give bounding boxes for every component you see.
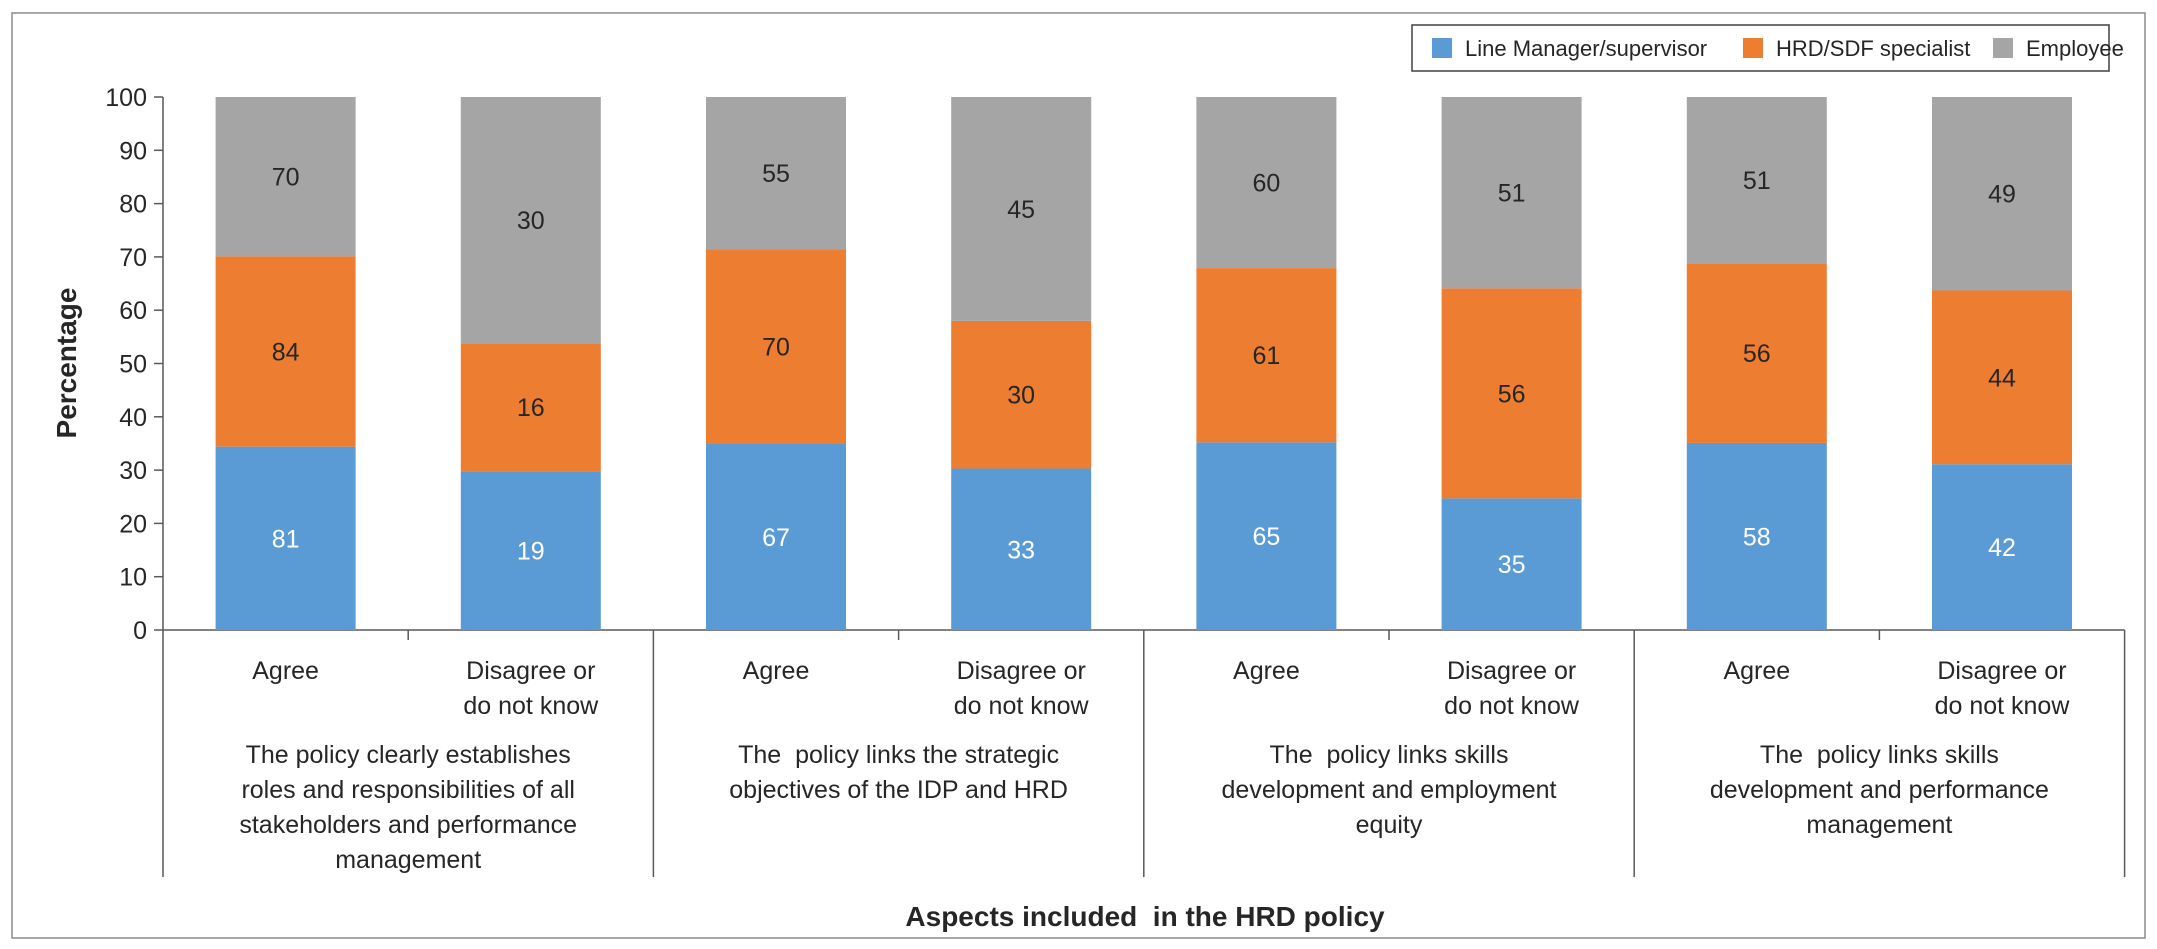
y-tick-label: 40 xyxy=(119,404,147,432)
legend: Line Manager/supervisor HRD/SDF specialis… xyxy=(1411,24,2124,72)
x-group-label: The policy links the strategic xyxy=(738,741,1059,769)
bar-value-label: 61 xyxy=(1252,342,1280,370)
x-group-label: objectives of the IDP and HRD xyxy=(729,776,1068,804)
x-group-label: The policy clearly establishes xyxy=(246,741,571,769)
bar-segment xyxy=(1196,268,1337,443)
x-group-label: roles and responsibilities of all xyxy=(241,776,575,804)
x-category-label: do not know xyxy=(954,692,1090,720)
bar-value-label: 35 xyxy=(1498,551,1526,579)
x-group-label: stakeholders and performance xyxy=(239,811,577,839)
bar-segment xyxy=(215,256,356,447)
y-tick-label: 10 xyxy=(119,564,147,592)
legend-swatch xyxy=(1432,38,1452,58)
data-labels: 81 84 70 19 16 30 67 70 55 33 30 45 65 61 60 35 56 51 58 56… xyxy=(272,160,2016,579)
bar-segment xyxy=(1932,290,2072,465)
bar-segment xyxy=(1196,442,1337,630)
bar-value-label: 33 xyxy=(1007,536,1035,564)
bar-value-label: 49 xyxy=(1988,181,2016,209)
bar-value-label: 67 xyxy=(762,524,790,552)
bar-value-label: 56 xyxy=(1498,380,1526,408)
x-category-label: Agree xyxy=(1233,657,1300,685)
bar-value-label: 60 xyxy=(1252,170,1280,198)
bar-segment xyxy=(1441,288,1582,499)
bar-segment xyxy=(951,468,1092,630)
bar-segment xyxy=(1441,97,1582,289)
bar-value-label: 30 xyxy=(517,207,545,235)
bar-segment xyxy=(460,97,601,344)
bar-value-label: 30 xyxy=(1007,382,1035,410)
x-category-label: do not know xyxy=(463,692,599,720)
bar-value-label: 45 xyxy=(1007,196,1035,224)
x-category-labels: Agree Disagree or do not know Agree Disagree… xyxy=(239,657,2070,874)
bar-segment xyxy=(706,443,846,630)
legend-swatch xyxy=(1993,38,2013,58)
x-group-label: The policy links skills xyxy=(1270,741,1509,769)
bar-value-label: 56 xyxy=(1743,340,1771,368)
y-tick-label: 90 xyxy=(119,137,147,165)
bars xyxy=(215,97,2072,630)
x-category-label: Agree xyxy=(1723,657,1790,685)
x-group-label: management xyxy=(335,846,481,874)
y-axis-title: Percentage xyxy=(51,288,82,439)
bar-segment xyxy=(1686,442,1827,630)
bar-value-label: 19 xyxy=(517,538,545,566)
bar-value-label: 51 xyxy=(1743,167,1771,195)
y-tick-label: 100 xyxy=(105,84,147,112)
x-category-label: Agree xyxy=(252,657,319,685)
legend-label: Employee xyxy=(2026,36,2124,61)
bar-segment xyxy=(951,97,1092,321)
bar-segment xyxy=(1441,498,1582,630)
x-category-label: Disagree or xyxy=(466,657,595,685)
y-tick-label: 60 xyxy=(119,297,147,325)
bar-segment xyxy=(460,343,601,472)
bar-segment xyxy=(1932,97,2072,291)
x-group-label: equity xyxy=(1356,811,1423,839)
bar-value-label: 51 xyxy=(1498,180,1526,208)
y-tick-label: 50 xyxy=(119,351,147,379)
x-category-label: do not know xyxy=(1935,692,2071,720)
bar-segment xyxy=(706,97,846,250)
bar-value-label: 42 xyxy=(1988,534,2016,562)
bar-segment xyxy=(1686,97,1827,264)
x-group-label: development and employment xyxy=(1222,776,1557,804)
bar-value-label: 84 xyxy=(272,339,300,367)
x-category-label: Disagree or xyxy=(957,657,1086,685)
bar-segment xyxy=(706,249,846,444)
bar-value-label: 58 xyxy=(1743,523,1771,551)
bar-segment xyxy=(951,320,1092,469)
x-group-label: development and performance xyxy=(1710,776,2049,804)
bar-value-label: 70 xyxy=(762,334,790,362)
x-category-label: Disagree or xyxy=(1447,657,1576,685)
y-tick-label: 80 xyxy=(119,191,147,219)
bar-value-label: 16 xyxy=(517,394,545,422)
bar-segment xyxy=(215,446,356,630)
bar-segment xyxy=(1686,263,1827,443)
x-group-label: The policy links skills xyxy=(1760,741,1999,769)
legend-swatch xyxy=(1743,38,1763,58)
bar-segment xyxy=(215,97,356,257)
bar-value-label: 44 xyxy=(1988,364,2016,392)
y-tick-label: 0 xyxy=(133,617,147,645)
bar-value-label: 70 xyxy=(272,164,300,192)
y-tick-label: 70 xyxy=(119,244,147,272)
y-tick-label: 20 xyxy=(119,510,147,538)
bar-value-label: 55 xyxy=(762,160,790,188)
x-category-label: Agree xyxy=(743,657,810,685)
legend-label: HRD/SDF specialist xyxy=(1776,36,1970,61)
x-axis-title: Aspects included in the HRD policy xyxy=(905,901,1385,932)
x-group-label: management xyxy=(1806,811,1952,839)
x-category-label: Disagree or xyxy=(1937,657,2066,685)
bar-segment xyxy=(460,471,601,630)
y-tick-label: 30 xyxy=(119,457,147,485)
bar-value-label: 81 xyxy=(272,525,300,553)
legend-label: Line Manager/supervisor xyxy=(1465,36,1707,61)
bar-segment xyxy=(1196,97,1337,269)
bar-segment xyxy=(1932,464,2072,630)
bar-value-label: 65 xyxy=(1252,523,1280,551)
x-category-label: do not know xyxy=(1444,692,1580,720)
